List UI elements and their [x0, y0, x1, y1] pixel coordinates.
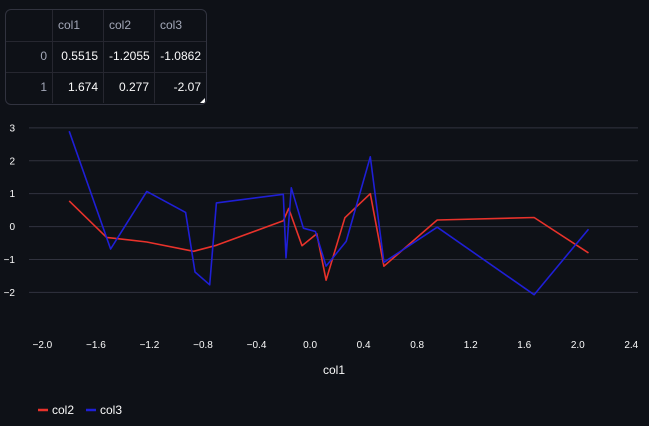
table-cell[interactable]: -1.2055 — [104, 41, 155, 72]
dataframe-table[interactable]: col1 col2 col3 0 0.5515 -1.2055 -1.0862 … — [5, 9, 207, 105]
x-tick-label: 2.4 — [624, 340, 638, 351]
table-cell[interactable]: 0.5515 — [53, 41, 104, 72]
table-header-row: col1 col2 col3 — [6, 10, 206, 42]
series-line-col2[interactable] — [68, 192, 589, 282]
x-axis-ticks: −2.0 −1.6 −1.2 −0.8 −0.4 0.0 0.4 0.8 1.2 1.6 2.0 2.… — [33, 340, 639, 351]
x-tick-label: −1.6 — [86, 340, 106, 351]
grid-lines — [29, 127, 638, 293]
table-row: 1 1.674 0.277 -2.07 — [6, 72, 206, 103]
y-tick-label: 3 — [9, 123, 15, 134]
x-axis-title: col1 — [323, 363, 345, 377]
x-tick-label: −2.0 — [33, 340, 53, 351]
legend[interactable]: col2 col3 — [38, 403, 122, 417]
y-tick-label: 0 — [9, 222, 15, 233]
table-cell[interactable]: -1.0862 — [160, 49, 201, 63]
x-tick-label: 0.4 — [357, 340, 371, 351]
row-index-cell[interactable]: 1 — [6, 72, 53, 103]
header-cell-col1[interactable]: col1 — [53, 10, 104, 41]
table-cell[interactable]: 0.277 — [104, 72, 155, 103]
legend-label-col2[interactable]: col2 — [52, 403, 74, 417]
header-cell-col3[interactable]: col3 — [160, 18, 183, 32]
x-tick-label: 1.2 — [464, 340, 478, 351]
x-tick-label: 0.0 — [303, 340, 317, 351]
table-cell[interactable]: -2.07 — [173, 80, 201, 94]
y-tick-label: 1 — [9, 189, 15, 200]
x-tick-label: −0.4 — [247, 340, 267, 351]
series-line-col3[interactable] — [68, 130, 590, 296]
row-index-cell[interactable]: 0 — [6, 41, 53, 72]
table-row: 0 0.5515 -1.2055 -1.0862 — [6, 41, 206, 73]
legend-label-col3[interactable]: col3 — [100, 403, 122, 417]
header-cell-index[interactable] — [6, 10, 53, 41]
x-tick-label: −1.2 — [140, 340, 160, 351]
y-tick-label: 2 — [9, 156, 15, 167]
x-tick-label: 1.6 — [517, 340, 531, 351]
x-tick-label: 0.8 — [410, 340, 424, 351]
y-tick-label: −1 — [4, 255, 16, 266]
chart-series — [68, 130, 590, 296]
y-tick-label: −2 — [4, 288, 16, 299]
table-cell[interactable]: 1.674 — [53, 72, 104, 103]
header-cell-col2[interactable]: col2 — [104, 10, 155, 41]
x-tick-label: −0.8 — [193, 340, 213, 351]
x-tick-label: 2.0 — [571, 340, 585, 351]
table-resize-handle[interactable] — [200, 98, 205, 103]
y-axis-ticks: −2 −1 0 1 2 3 — [4, 123, 16, 299]
